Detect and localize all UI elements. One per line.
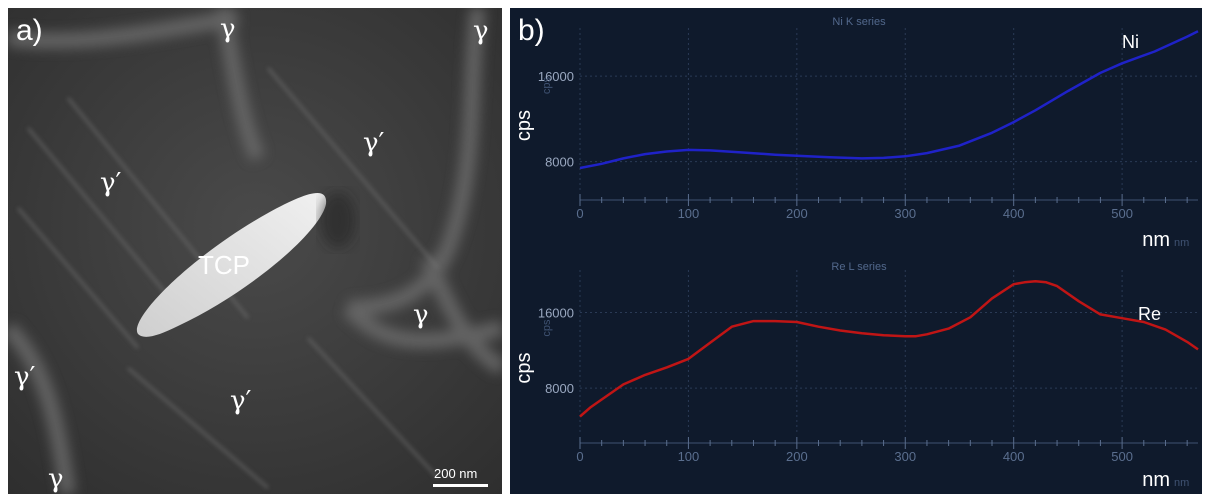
x-tick-label: 0 (576, 449, 583, 464)
x-tick-label: 300 (894, 449, 916, 464)
eds-line-profile-panel: 0 100 200 300 400 500 8000 16000 Ni K series cps c… (510, 8, 1202, 494)
y-tick-label: 16000 (538, 306, 574, 321)
series-line-ni (579, 30, 1199, 170)
y-axis-label-small: cps (541, 319, 553, 337)
micrograph-panel: a) γ γ γ′ γ′ γ γ′ γ′ γ TCP 200 nm (8, 8, 502, 494)
x-tick-label: 500 (1111, 449, 1133, 464)
x-tick-label: 100 (678, 449, 700, 464)
chart-title: Re L series (831, 261, 887, 273)
x-tick-label: 500 (1111, 206, 1133, 221)
y-tick-label: 8000 (545, 381, 574, 396)
phase-label: γ′ (230, 386, 252, 416)
phase-label: γ′ (14, 362, 36, 392)
tcp-label: TCP (198, 250, 250, 280)
y-axis-label: cps (513, 352, 535, 383)
phase-label: γ′ (363, 128, 385, 158)
y-axis-label: cps (513, 110, 535, 141)
x-tick-label: 300 (894, 206, 916, 221)
panel-b-letter: b) (518, 14, 545, 47)
x-tick-label: 100 (678, 206, 700, 221)
scale-bar (433, 484, 488, 487)
chart-title: Ni K series (832, 16, 886, 28)
x-tick-label: 200 (786, 206, 808, 221)
phase-label: γ (48, 464, 64, 494)
y-axis-label-small: cps (541, 76, 553, 94)
x-tick-label: 200 (786, 449, 808, 464)
x-axis-label: nm (1142, 469, 1170, 491)
series-label: Re (1138, 304, 1161, 324)
scale-bar-label: 200 nm (434, 466, 478, 481)
panel-a-letter: a) (16, 14, 43, 47)
y-tick-label: 8000 (545, 155, 574, 170)
x-axis-label-small: nm (1174, 477, 1189, 489)
x-axis-label-small: nm (1174, 237, 1189, 249)
x-axis-label: nm (1142, 229, 1170, 251)
series-line-re (579, 280, 1199, 418)
micrograph-image (8, 8, 502, 494)
x-tick-label: 400 (1003, 206, 1025, 221)
y-tick-label: 16000 (538, 69, 574, 84)
phase-label: γ (220, 14, 236, 44)
x-tick-label: 400 (1003, 449, 1025, 464)
tcp-particle (136, 193, 327, 337)
phase-label: γ (413, 300, 429, 330)
phase-label: γ (473, 16, 489, 46)
phase-label: γ′ (100, 168, 122, 198)
series-label: Ni (1122, 32, 1139, 52)
x-tick-label: 0 (576, 206, 583, 221)
